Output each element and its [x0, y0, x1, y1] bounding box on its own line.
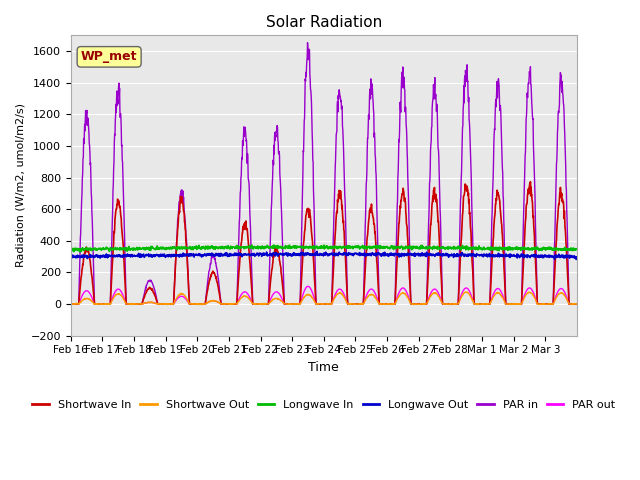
Line: PAR in: PAR in [71, 43, 577, 304]
Longwave In [67, 246, 75, 252]
Line: Shortwave In: Shortwave In [71, 182, 577, 304]
PAR out [517, 301, 525, 307]
PAR out [146, 300, 154, 305]
Shortwave In [443, 301, 451, 307]
PAR out [573, 301, 580, 307]
Y-axis label: Radiation (W/m2, umol/m2/s): Radiation (W/m2, umol/m2/s) [15, 104, 25, 267]
Shortwave In [67, 301, 75, 307]
Longwave Out [301, 253, 308, 259]
Longwave Out [517, 252, 525, 257]
Shortwave In [527, 179, 534, 185]
Shortwave Out [310, 298, 318, 304]
Line: Longwave In: Longwave In [71, 245, 577, 252]
Shortwave In [567, 301, 575, 307]
PAR out [310, 296, 318, 302]
Longwave Out [443, 253, 451, 259]
Text: WP_met: WP_met [81, 50, 138, 63]
Title: Solar Radiation: Solar Radiation [266, 15, 382, 30]
Shortwave Out [446, 302, 454, 308]
Longwave In [70, 249, 77, 254]
Longwave In [147, 245, 154, 251]
Longwave Out [313, 249, 321, 254]
Longwave In [573, 246, 580, 252]
PAR in [67, 301, 75, 307]
Longwave In [270, 242, 278, 248]
Legend: Shortwave In, Shortwave Out, Longwave In, Longwave Out, PAR in, PAR out: Shortwave In, Shortwave Out, Longwave In… [28, 395, 620, 414]
PAR in [443, 301, 451, 307]
Shortwave Out [567, 301, 575, 307]
Shortwave In [146, 285, 154, 290]
PAR in [146, 277, 154, 283]
Shortwave In [573, 301, 580, 307]
Shortwave Out [301, 294, 308, 300]
PAR in [517, 301, 525, 307]
Longwave Out [67, 253, 75, 259]
Longwave In [444, 245, 451, 251]
PAR out [67, 301, 75, 307]
Longwave In [301, 244, 309, 250]
Longwave In [311, 246, 319, 252]
PAR out [443, 301, 451, 307]
Shortwave In [310, 269, 318, 275]
X-axis label: Time: Time [308, 361, 339, 374]
Longwave Out [573, 254, 580, 260]
PAR in [567, 301, 575, 307]
Shortwave Out [67, 301, 75, 307]
Line: PAR out: PAR out [71, 287, 577, 304]
Shortwave Out [443, 301, 451, 307]
PAR in [301, 116, 308, 121]
Longwave Out [146, 252, 154, 258]
Longwave Out [567, 252, 575, 258]
Shortwave In [517, 301, 525, 307]
Line: Longwave Out: Longwave Out [71, 252, 577, 259]
PAR out [301, 288, 308, 293]
Shortwave Out [518, 300, 525, 306]
Shortwave Out [146, 300, 154, 305]
PAR in [310, 228, 318, 233]
Longwave In [567, 247, 575, 253]
Longwave Out [572, 256, 580, 262]
Shortwave In [301, 228, 308, 234]
PAR in [304, 40, 312, 46]
PAR in [573, 301, 580, 307]
PAR out [305, 284, 312, 289]
Longwave In [518, 246, 525, 252]
Longwave Out [310, 252, 318, 258]
PAR out [567, 301, 575, 307]
Shortwave Out [462, 289, 470, 295]
Line: Shortwave Out: Shortwave Out [71, 292, 577, 305]
Shortwave Out [573, 301, 580, 307]
